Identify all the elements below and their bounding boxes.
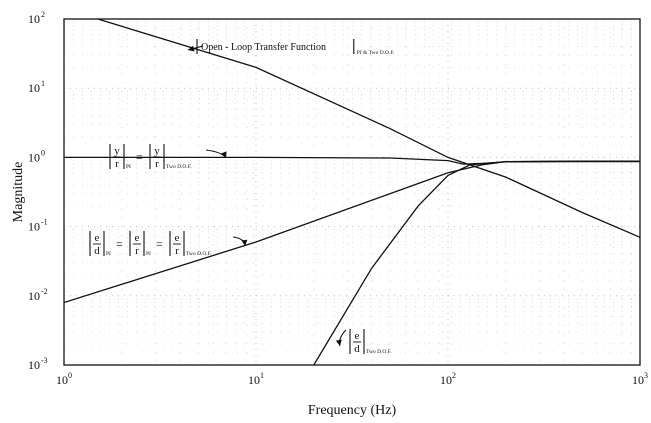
tick-labels: 100 101 102 103 102 101 100 10-1 10-2 10-3 — [28, 10, 648, 387]
fraction-numerator: e — [175, 232, 180, 244]
y-tick-label: 101 — [28, 79, 45, 95]
fraction-numerator: e — [95, 232, 100, 244]
y-tick-label: 10-3 — [28, 356, 48, 372]
e-over-d-two-dof-curve — [313, 160, 640, 365]
arrowhead — [335, 339, 342, 346]
e-over-d-two-dof-annotation: ed Two D.O.F. — [349, 329, 392, 355]
x-tick-label: 100 — [56, 371, 72, 387]
annotation-text: Open - Loop Transfer Function — [201, 42, 326, 53]
y-tick-label: 100 — [28, 148, 45, 164]
e-over-d-pi-curve — [64, 160, 640, 304]
fraction-numerator: e — [355, 330, 360, 342]
x-axis-label: Frequency (Hz) — [308, 403, 397, 418]
equals-sign: = — [136, 150, 143, 164]
arrowhead — [241, 239, 248, 246]
e-over-d-pi-annotation: ed PI= er PI= er Two D.O.F. — [89, 231, 212, 257]
y-tick-label: 10-1 — [28, 218, 48, 234]
annotation-subscript: Two D.O.F. — [366, 349, 392, 355]
fraction-denominator: d — [354, 343, 360, 355]
annotation-subscript: Two D.O.F. — [166, 164, 192, 170]
y-over-r-annotation: yr PI= yr Two D.O.F. — [109, 144, 192, 170]
x-tick-label: 102 — [440, 371, 456, 387]
equals-sign: = — [156, 237, 163, 251]
fraction-denominator: r — [135, 245, 139, 257]
y-tick-label: 102 — [28, 10, 45, 26]
fraction-numerator: y — [114, 145, 120, 157]
plot-frame — [63, 18, 641, 366]
open-loop-curve — [97, 19, 640, 238]
fraction-numerator: e — [135, 232, 140, 244]
x-tick-label: 103 — [632, 371, 648, 387]
y-axis-label: Magnitude — [11, 162, 26, 223]
plot-curves — [64, 19, 640, 365]
x-tick-label: 101 — [248, 371, 264, 387]
annotation-arrows — [187, 45, 347, 347]
y-tick-label: 10-2 — [28, 287, 48, 303]
fraction-denominator: r — [175, 245, 179, 257]
arrowhead — [220, 151, 227, 158]
annotation-subscript: PI — [106, 251, 111, 257]
arrowhead — [188, 45, 195, 52]
annotation-subscript: Two D.O.F. — [186, 251, 212, 257]
open-loop-annotation: Open - Loop Transfer Function PI & Two D.… — [196, 39, 395, 56]
annotation-subscript: PI — [146, 251, 151, 257]
annotation-subscript: PI — [126, 164, 131, 170]
curve-annotations: Open - Loop Transfer Function PI & Two D.… — [89, 39, 395, 355]
equals-sign: = — [116, 237, 123, 251]
annotation-subscript: PI & Two D.O.F. — [357, 50, 395, 56]
fraction-numerator: y — [154, 145, 160, 157]
fraction-denominator: d — [94, 245, 100, 257]
grid-lines — [64, 18, 641, 365]
fraction-denominator: r — [115, 158, 119, 170]
fraction-denominator: r — [155, 158, 159, 170]
